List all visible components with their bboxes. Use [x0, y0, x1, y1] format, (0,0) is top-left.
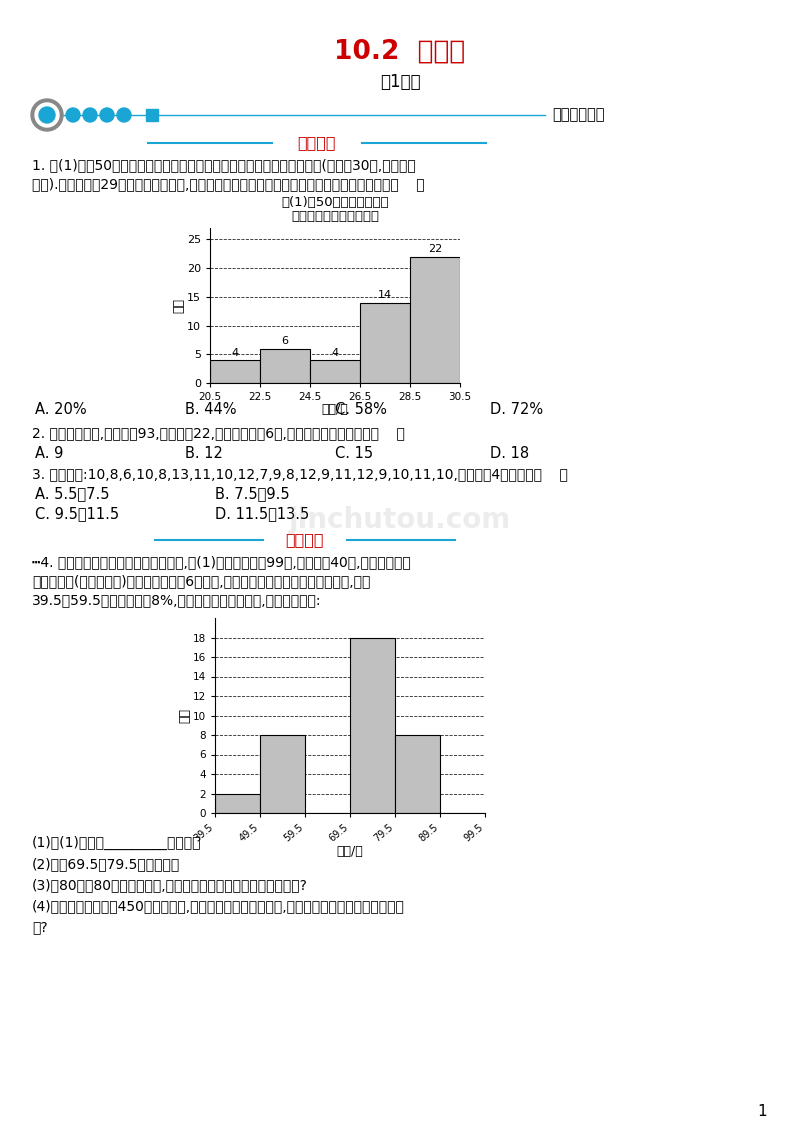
Bar [395, 735, 440, 813]
Circle shape [83, 108, 97, 122]
Text: 整数).若将不低于29分的成绩评为优秀,则该班此次成绩优秀的同学人数占全班人数的百分比是（    ）: 整数).若将不低于29分的成绩评为优秀,则该班此次成绩优秀的同学人数占全班人数的… [32, 177, 425, 191]
Text: 3. 已知数据:10,8,6,10,8,13,11,10,12,7,9,8,12,9,11,12,9,10,11,10,则频数为4的一组是（    ）: 3. 已知数据:10,8,6,10,8,13,11,10,12,7,9,8,12… [32, 468, 568, 481]
Text: (1)八(1)班共有_________名学生；: (1)八(1)班共有_________名学生； [32, 835, 202, 850]
Text: A. 5.5～7.5: A. 5.5～7.5 [35, 487, 110, 501]
Text: 10.2  直方图: 10.2 直方图 [334, 38, 466, 65]
Text: B. 12: B. 12 [185, 446, 223, 461]
Text: A. 20%: A. 20% [35, 403, 86, 418]
Circle shape [100, 108, 114, 122]
Text: 22: 22 [428, 245, 442, 255]
Bar [260, 735, 305, 813]
Text: jinchutou.com: jinchutou.com [289, 506, 511, 534]
Text: 同学的成绩(得分取整数)进行整理后分为6个小组,制成如下不完整的频数分布直方图,其中: 同学的成绩(得分取整数)进行整理后分为6个小组,制成如下不完整的频数分布直方图,… [32, 574, 370, 588]
Text: B. 7.5～9.5: B. 7.5～9.5 [215, 487, 290, 501]
Circle shape [117, 108, 131, 122]
Circle shape [35, 103, 59, 127]
Text: 创新应用: 创新应用 [286, 532, 324, 548]
Text: D. 72%: D. 72% [490, 403, 543, 418]
Text: 4: 4 [231, 348, 238, 358]
Text: (4)若该校八年级共有450人参加测试,请你估计这次模拟测试中,该校成绩优秀的学生大约有多少: (4)若该校八年级共有450人参加测试,请你估计这次模拟测试中,该校成绩优秀的学… [32, 899, 405, 914]
Bar [310, 360, 360, 383]
Y-axis label: 频数: 频数 [173, 298, 186, 314]
Text: 能力提升: 能力提升 [298, 136, 336, 151]
Bar [260, 349, 310, 383]
Text: B. 44%: B. 44% [185, 403, 237, 418]
Text: 第1课时: 第1课时 [380, 72, 420, 91]
Bar [350, 637, 395, 813]
Text: 1. 七(1)班共50名同学，下图是该班体育模拟测试成绩的频数分布直方图(满分丰30分,成绩均为: 1. 七(1)班共50名同学，下图是该班体育模拟测试成绩的频数分布直方图(满分丰… [32, 158, 416, 172]
Text: D. 18: D. 18 [490, 446, 529, 461]
Text: (2)补全69.5～79.5的直方图；: (2)补全69.5～79.5的直方图； [32, 857, 180, 871]
Y-axis label: 频数: 频数 [178, 708, 191, 723]
Text: 名?: 名? [32, 920, 48, 934]
Text: 1: 1 [757, 1105, 767, 1120]
Circle shape [39, 108, 55, 123]
X-axis label: 成绩/分: 成绩/分 [337, 844, 363, 858]
Text: ┅4. 某校在八年级信息技术模拟测试后,八(1)班的最高分为99分,最低分为40分,课代表将全班: ┅4. 某校在八年级信息技术模拟测试后,八(1)班的最高分为99分,最低分为40… [32, 555, 410, 569]
Text: 测试成绩频数分布直方图: 测试成绩频数分布直方图 [291, 211, 379, 223]
Text: A. 9: A. 9 [35, 446, 63, 461]
Text: C. 9.5～11.5: C. 9.5～11.5 [35, 506, 119, 522]
Text: D. 11.5～13.5: D. 11.5～13.5 [215, 506, 310, 522]
Text: (3)若80分及80分以上为优秀,优秀人数占全班人数的百分比是多少?: (3)若80分及80分以上为优秀,优秀人数占全班人数的百分比是多少? [32, 878, 308, 892]
Text: 39.5～59.5占的百分比为8%,结合直方图提供的信息,解答下列问题:: 39.5～59.5占的百分比为8%,结合直方图提供的信息,解答下列问题: [32, 593, 322, 607]
Text: 知能演练提升: 知能演练提升 [552, 108, 605, 122]
Bar [146, 109, 158, 121]
Text: 6: 6 [282, 336, 289, 346]
Bar [360, 302, 410, 383]
Text: 14: 14 [378, 290, 392, 300]
Text: 七(1)班50名同学体育模拟: 七(1)班50名同学体育模拟 [281, 197, 389, 209]
X-axis label: 成绩/分: 成绩/分 [322, 403, 348, 417]
Bar [410, 257, 460, 383]
Circle shape [66, 108, 80, 122]
Bar [210, 360, 260, 383]
Circle shape [31, 98, 63, 131]
Bar [215, 794, 260, 813]
Text: C. 58%: C. 58% [335, 403, 387, 418]
Text: 2. 现有一组数据,最大值为93,最小值为22,若要把它分成6组,则下列组距中合适的为（    ）: 2. 现有一组数据,最大值为93,最小值为22,若要把它分成6组,则下列组距中合… [32, 426, 405, 440]
Text: 4: 4 [331, 348, 338, 358]
Text: C. 15: C. 15 [335, 446, 373, 461]
